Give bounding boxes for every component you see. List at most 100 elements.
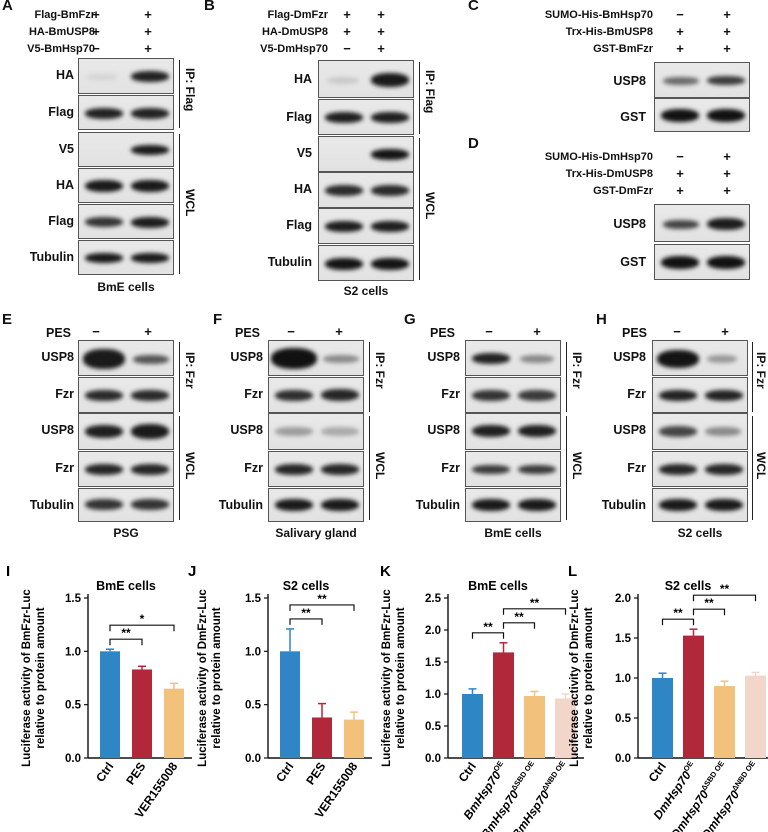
y-tick-label: 1.5	[245, 593, 262, 605]
group-bracket	[179, 134, 180, 274]
blot-label: USP8	[613, 423, 646, 437]
y-tick-label: 0.5	[245, 700, 262, 712]
x-tick-label-sup: ΔSBD OE	[509, 759, 536, 792]
blot-label: Fzr	[441, 387, 460, 401]
significance-label: **	[317, 592, 327, 606]
lane-symbol: +	[676, 24, 684, 39]
lane-symbol: −	[92, 41, 100, 56]
lane-symbol: +	[335, 324, 343, 339]
lane-symbol: +	[723, 166, 731, 181]
x-tick-label-sup: ΔNBD OE	[540, 759, 567, 792]
panel-label-h: H	[596, 311, 607, 328]
lane-symbol: +	[676, 166, 684, 181]
blot-label: Fzr	[55, 387, 74, 401]
lane-symbol: +	[377, 7, 385, 22]
y-axis-label-line: relative to protein amount	[35, 607, 47, 748]
blot-strip	[654, 98, 750, 132]
significance-label: **	[673, 606, 683, 620]
blot-strip	[78, 58, 174, 94]
condition-label: SUMO-His-DmHsp70	[544, 151, 653, 163]
lane-symbol: +	[533, 324, 541, 339]
blot-strip	[78, 377, 174, 413]
bar	[683, 635, 704, 758]
blot-strip	[654, 62, 750, 98]
group-bracket	[179, 60, 180, 128]
blot-label: Flag	[48, 105, 74, 119]
blot-strip	[78, 488, 174, 522]
significance-label: **	[704, 596, 714, 610]
blot-strip	[318, 136, 414, 172]
chart-title: S2 cells	[665, 579, 712, 593]
blot-label: HA	[293, 182, 312, 196]
condition-label: GST-DmFzr	[593, 185, 653, 197]
condition-label: HA-DmUSP8	[261, 26, 328, 38]
x-tick-label: PES	[123, 760, 148, 788]
y-axis-label: Luciferase activity of DmFzr-Luc relative…	[569, 589, 595, 767]
group-bracket	[419, 138, 420, 280]
blot-strip	[654, 204, 750, 242]
lane-symbol: +	[144, 24, 152, 39]
blot-strip	[318, 245, 414, 281]
significance-bracket	[109, 624, 175, 632]
group-label: IP: Fzr	[754, 352, 768, 389]
blot-label: Tubulin	[267, 255, 312, 269]
lane-symbol: +	[92, 7, 100, 22]
blot-label: Tubulin	[601, 498, 646, 512]
significance-bracket	[692, 608, 726, 616]
chart-k: K BmE cells Luciferase activity of BmFzr-L…	[380, 563, 584, 832]
group-label: WCL	[423, 192, 437, 220]
y-axis-label-line: Luciferase activity of BmFzr-Luc	[21, 589, 33, 767]
blot-label: USP8	[41, 350, 74, 364]
group-label: IP: Flag	[423, 70, 437, 114]
blot-label: GST	[620, 255, 646, 269]
y-tick-label: 0.5	[65, 700, 82, 712]
treatment-label: PES	[235, 326, 261, 340]
blot-strip	[652, 488, 748, 522]
y-tick-label: 1.5	[65, 593, 82, 605]
blot-label: USP8	[230, 350, 263, 364]
group-label: IP: Flag	[183, 68, 197, 112]
blot-strip	[78, 204, 174, 239]
panel-caption: PSG	[113, 526, 139, 540]
blot-label: GST	[620, 110, 646, 124]
chart-j: J S2 cells Luciferase activity of DmFzr-Lu…	[188, 563, 372, 821]
blot-label: Tubulin	[29, 250, 74, 264]
blot-label: Flag	[286, 218, 312, 232]
blot-strip	[78, 95, 174, 130]
panel-label-f: F	[213, 311, 223, 328]
x-tick-label: PES	[303, 760, 328, 788]
bar	[555, 698, 576, 758]
y-tick-label: 0.0	[245, 753, 261, 765]
lane-symbol: +	[343, 7, 351, 22]
panel-caption: S2 cells	[343, 284, 389, 298]
treatment-label: PES	[622, 326, 648, 340]
panel-caption: BmE cells	[484, 526, 542, 540]
blot-label: USP8	[427, 350, 460, 364]
group-bracket	[369, 342, 370, 412]
x-tick-label: Ctrl	[273, 760, 296, 785]
lane-symbol: −	[485, 324, 493, 339]
blot-strip	[652, 451, 748, 487]
significance-label: **	[514, 610, 524, 624]
bar	[493, 652, 514, 758]
lane-symbol: −	[343, 41, 351, 56]
y-tick-label: 1.0	[615, 673, 631, 685]
panel-label-c: C	[468, 0, 479, 14]
group-label: IP: Fzr	[183, 352, 197, 389]
blot-strip	[78, 132, 174, 167]
lane-symbol: −	[92, 324, 100, 339]
lane-symbol: +	[723, 183, 731, 198]
lane-symbol: +	[723, 149, 731, 164]
lane-symbol: +	[676, 183, 684, 198]
y-axis-label-line: Luciferase activity of DmFzr-Luc	[197, 589, 209, 767]
lane-symbol: +	[92, 24, 100, 39]
y-tick-label: 2.5	[425, 593, 442, 605]
blot-strip	[78, 413, 174, 450]
treatment-label: PES	[46, 326, 72, 340]
blot-strip	[465, 488, 561, 522]
condition-label: Trx-His-DmUSP8	[565, 168, 653, 180]
blot-label: USP8	[230, 423, 263, 437]
significance-bracket	[661, 618, 695, 626]
group-bracket	[566, 342, 567, 412]
panel-caption: Salivary gland	[275, 526, 357, 540]
